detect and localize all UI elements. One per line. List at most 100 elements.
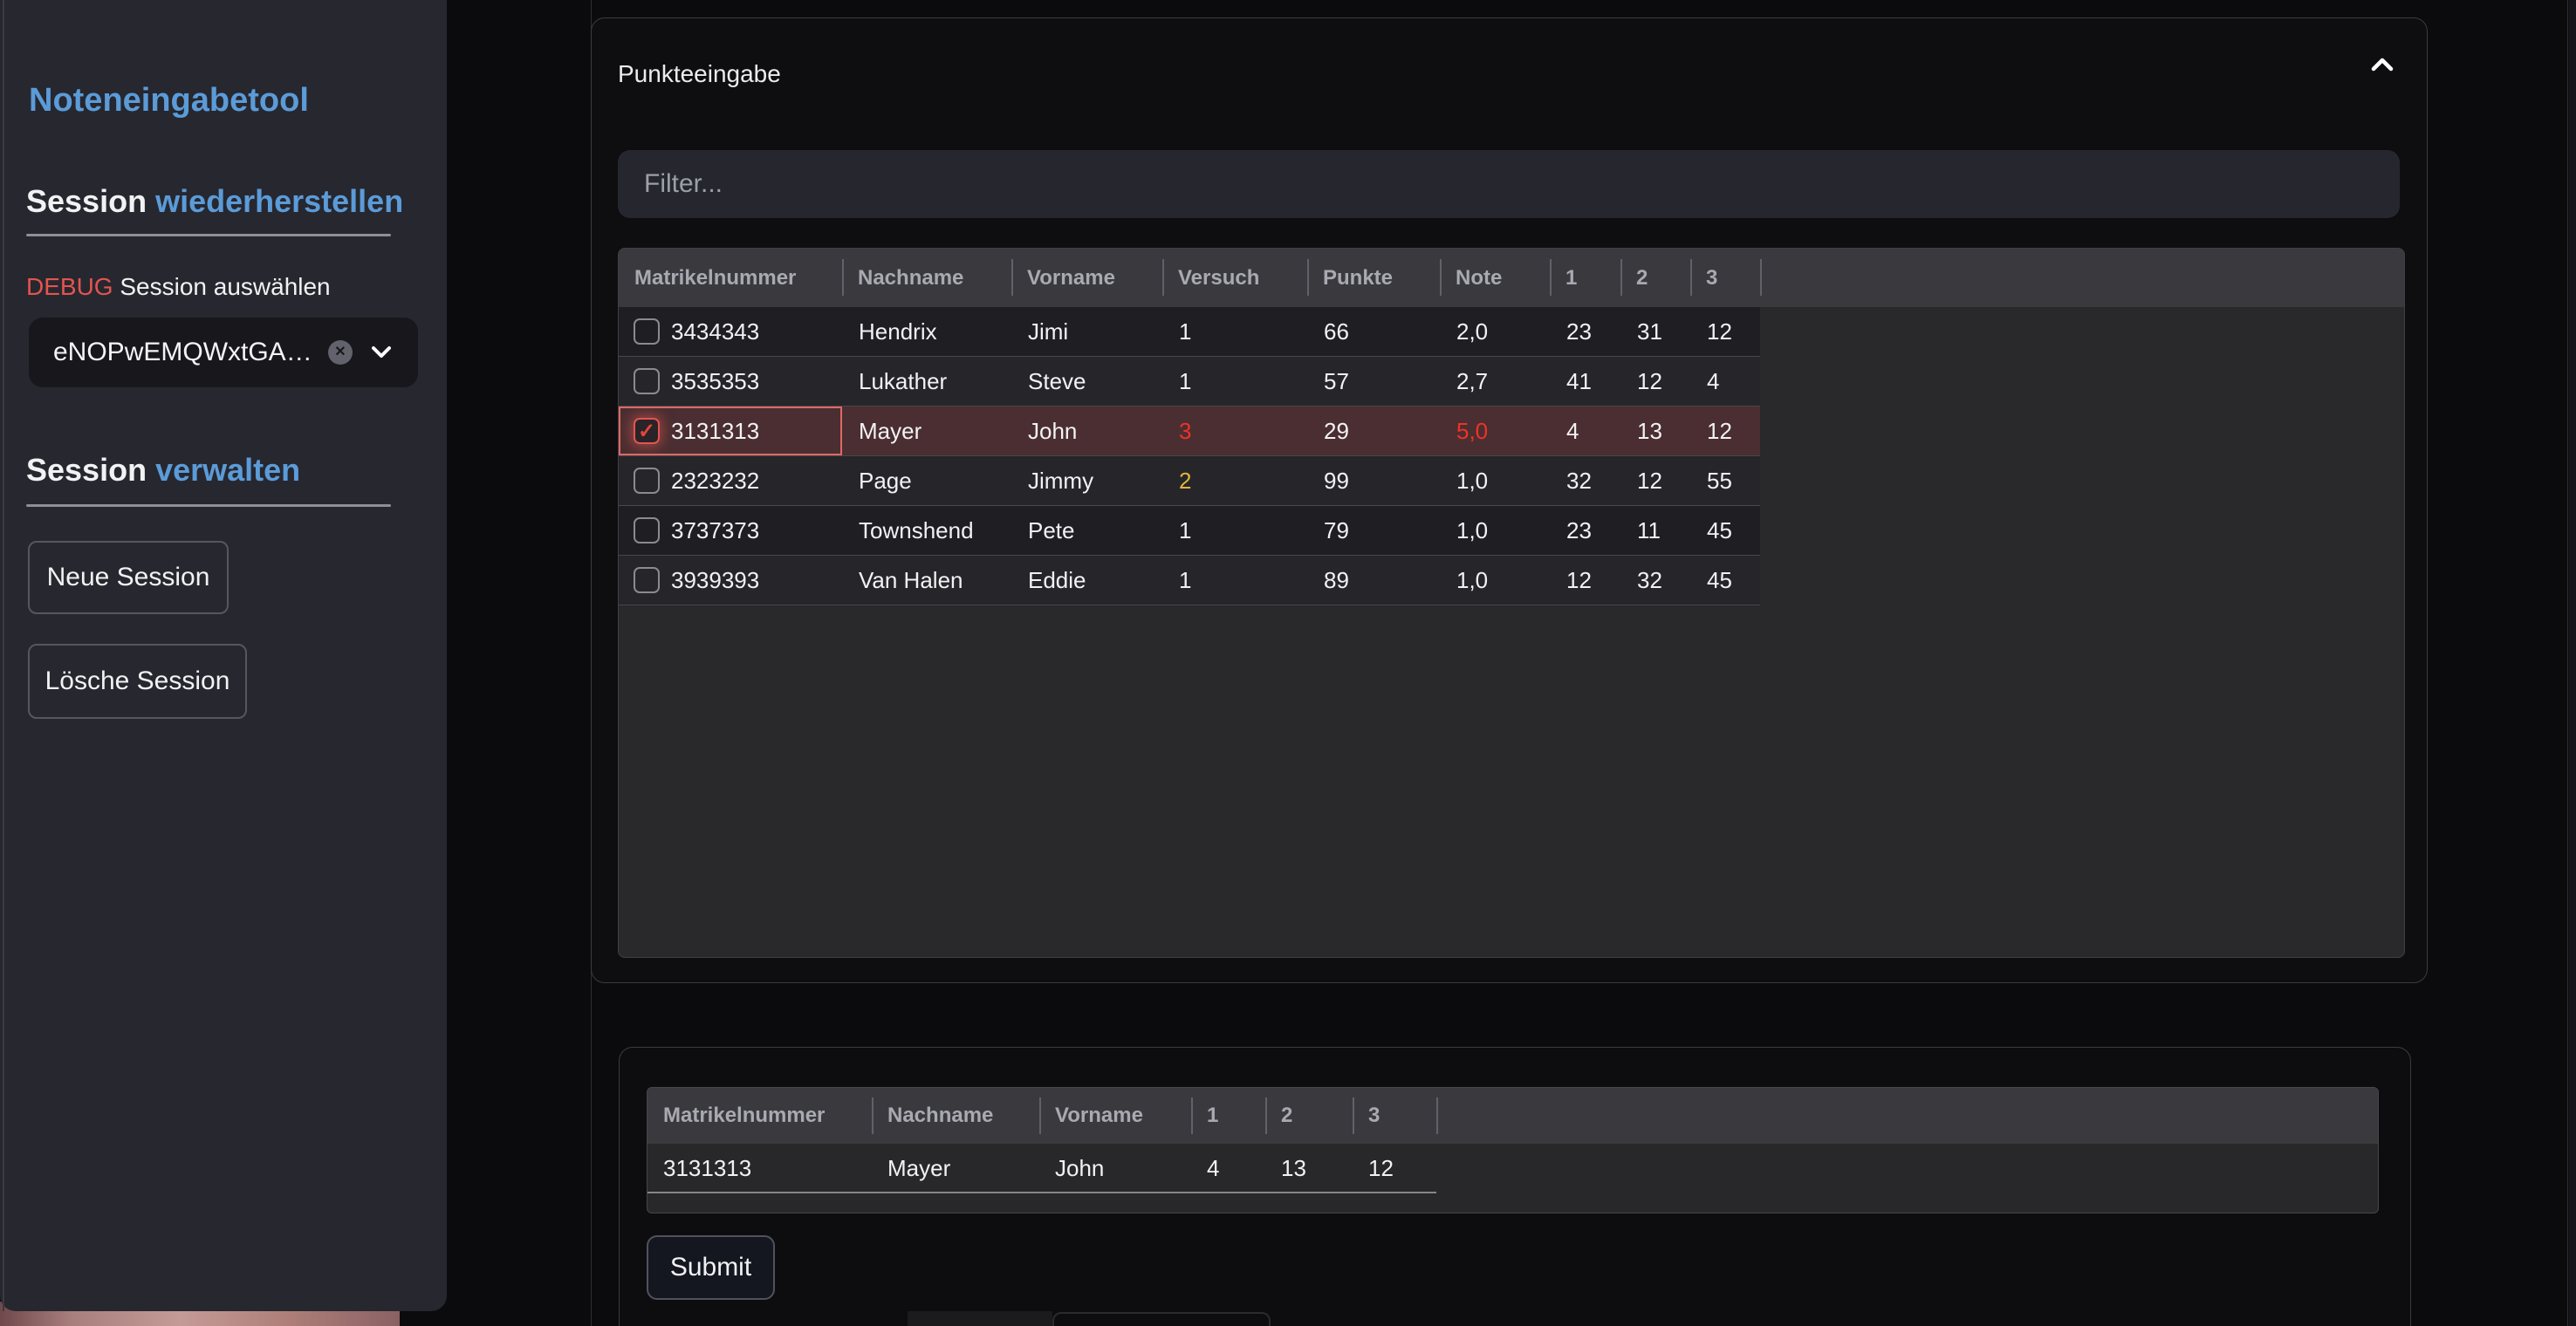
cell: 23 <box>1550 307 1620 356</box>
cell: Steve <box>1011 357 1162 406</box>
new-session-button[interactable]: Neue Session <box>28 541 229 614</box>
table-row[interactable]: ✓ 3131313 Mayer John 3 29 5,0 4 13 12 <box>619 407 1760 456</box>
cell: John <box>1011 407 1162 455</box>
delete-session-button[interactable]: Lösche Session <box>28 644 247 719</box>
cell: 79 <box>1307 506 1440 555</box>
session-select-value: eNOPwEMQWxtGA… <box>53 338 312 366</box>
column-header: 1 <box>1191 1088 1265 1144</box>
cell: Jimmy <box>1011 456 1162 505</box>
table-row[interactable]: 3737373 Townshend Pete 1 79 1,0 23 11 45 <box>619 506 1760 556</box>
cell-value: 1 <box>1179 567 1192 593</box>
cell-value: 5,0 <box>1456 418 1489 444</box>
cell: John <box>1039 1144 1191 1192</box>
cell-value: 12 <box>1707 418 1732 444</box>
cell-value: 3131313 <box>663 1155 752 1181</box>
cell-value: 3131313 <box>671 417 760 444</box>
panel-title: Punkteeingabe <box>618 60 781 87</box>
cell: 13 <box>1620 407 1690 455</box>
session-select-label: DEBUG Session auswählen <box>26 273 331 301</box>
table-row[interactable]: 3939393 Van Halen Eddie 1 89 1,0 12 32 45 <box>619 556 1760 605</box>
cell: 12 <box>1620 357 1690 406</box>
cell: Jimi <box>1011 307 1162 356</box>
cell: 1 <box>1162 506 1307 555</box>
cell: 29 <box>1307 407 1440 455</box>
column-header: Nachname <box>872 1088 1039 1144</box>
collapse-panel-button[interactable] <box>2363 48 2401 83</box>
cell-value: 45 <box>1707 517 1732 543</box>
selection-table-header: Matrikelnummer Nachname Vorname 1 2 3 <box>647 1088 2378 1144</box>
cell-value: 1 <box>1179 517 1192 543</box>
row-checkbox[interactable] <box>634 318 660 345</box>
cell: 12 <box>1620 456 1690 505</box>
cell-value: Hendrix <box>859 318 937 345</box>
cell: 3131313 <box>647 1144 872 1192</box>
row-checkbox[interactable] <box>634 468 660 494</box>
cell-value: Jimmy <box>1028 468 1094 494</box>
column-header: Versuch <box>1162 249 1307 307</box>
chevron-down-icon[interactable] <box>371 345 392 364</box>
column-header: 2 <box>1265 1088 1353 1144</box>
column-header: Note <box>1440 249 1550 307</box>
column-header: Matrikelnummer <box>634 266 797 290</box>
cell: Pete <box>1011 506 1162 555</box>
cell-value: Page <box>859 468 912 494</box>
cell: 66 <box>1307 307 1440 356</box>
clear-selection-icon[interactable]: ✕ <box>328 340 353 365</box>
row-checkbox[interactable] <box>634 567 660 593</box>
manage-session-heading: Session verwalten <box>26 452 300 489</box>
row-checkbox[interactable] <box>634 368 660 394</box>
punkteeingabe-panel: Punkteeingabe Matrikelnummer NachnameVorn… <box>591 17 2428 983</box>
session-select[interactable]: eNOPwEMQWxtGA… ✕ <box>29 318 418 387</box>
cell-value: 2,7 <box>1456 368 1489 394</box>
cell: 2,0 <box>1440 307 1550 356</box>
restore-session-heading-highlight: wiederherstellen <box>155 183 404 219</box>
selection-table-body: 3131313 Mayer John 4 13 12 <box>647 1144 2378 1193</box>
cell: 12 <box>1690 407 1760 455</box>
sidebar: Noteneingabetool Session wiederherstelle… <box>0 0 447 1311</box>
cell-value: 12 <box>1566 567 1592 593</box>
cell-value: 32 <box>1566 468 1592 494</box>
cell: 99 <box>1307 456 1440 505</box>
cell: 1 <box>1162 556 1307 605</box>
row-checkbox[interactable] <box>634 517 660 543</box>
cell-value: 4 <box>1566 418 1579 444</box>
cell: 3434343 <box>619 307 842 356</box>
manage-session-heading-prefix: Session <box>26 452 156 488</box>
cell: Townshend <box>842 506 1011 555</box>
cell: Page <box>842 456 1011 505</box>
submit-button[interactable]: Submit <box>647 1235 775 1300</box>
cell-value: 41 <box>1566 368 1592 394</box>
cell: 1 <box>1162 357 1307 406</box>
manage-session-heading-highlight: verwalten <box>155 452 301 488</box>
cell: Mayer <box>842 407 1011 455</box>
divider <box>26 234 391 236</box>
divider <box>26 504 391 507</box>
table-row[interactable]: 3434343 Hendrix Jimi 1 66 2,0 23 31 12 <box>619 307 1760 357</box>
cell: 3 <box>1162 407 1307 455</box>
content-wrapper-right-border <box>2567 0 2568 1326</box>
table-row[interactable]: 2323232 Page Jimmy 2 99 1,0 32 12 55 <box>619 456 1760 506</box>
cell-value: 32 <box>1637 567 1662 593</box>
cell-value: Jimi <box>1028 318 1069 345</box>
cell-value: 45 <box>1707 567 1732 593</box>
right-gutter <box>2569 0 2576 1326</box>
column-header: 2 <box>1620 249 1690 307</box>
cell-value: Van Halen <box>859 567 963 593</box>
cell-value: Townshend <box>859 517 974 543</box>
row-checkbox[interactable]: ✓ <box>634 418 660 444</box>
cell-value: 99 <box>1324 468 1349 494</box>
cell-value: 55 <box>1707 468 1732 494</box>
cell-value: 3737373 <box>671 516 760 543</box>
cell-value: Mayer <box>887 1155 951 1181</box>
table-row[interactable]: 3535353 Lukather Steve 1 57 2,7 41 12 4 <box>619 357 1760 407</box>
cell-value: 11 <box>1637 517 1661 543</box>
cell: 13 <box>1265 1144 1353 1192</box>
below-fold-card-top <box>1052 1312 1271 1326</box>
cell: 12 <box>1690 307 1760 356</box>
session-select-label-text: Session auswählen <box>113 273 331 300</box>
cell: 41 <box>1550 357 1620 406</box>
restore-session-heading: Session wiederherstellen <box>26 183 403 220</box>
cell-value: 2,0 <box>1456 318 1489 345</box>
filter-input[interactable] <box>618 150 2400 218</box>
